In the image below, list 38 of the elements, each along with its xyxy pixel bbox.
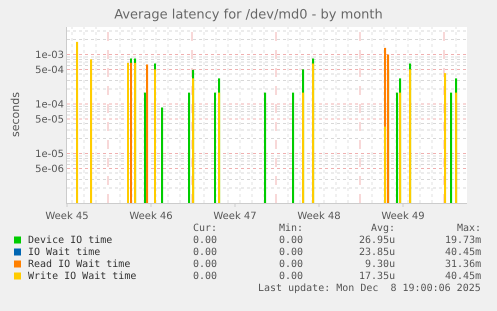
x-tick-label: Week 45 bbox=[45, 211, 89, 222]
legend-label: Read IO Wait time bbox=[28, 259, 130, 270]
y-tick-label: 1e-05 bbox=[35, 149, 64, 160]
text: Avg: bbox=[371, 223, 396, 234]
text: 0.00 bbox=[193, 271, 218, 282]
text: 0.00 bbox=[279, 235, 304, 246]
text: 23.85u bbox=[359, 247, 396, 258]
text: 31.36m bbox=[445, 259, 482, 270]
text: Min: bbox=[279, 223, 304, 234]
x-tick-label: Week 46 bbox=[129, 211, 173, 222]
text: 0.00 bbox=[279, 259, 304, 270]
text: 40.45m bbox=[445, 247, 482, 258]
text: 40.45m bbox=[445, 271, 482, 282]
chart-title: Average latency for /dev/md0 - by month bbox=[114, 8, 383, 23]
y-tick-label: 5e-04 bbox=[35, 64, 64, 76]
text: Max: bbox=[457, 223, 482, 234]
text: 0.00 bbox=[193, 259, 218, 270]
legend-label: Write IO Wait time bbox=[28, 271, 136, 282]
x-tick-label: Week 49 bbox=[381, 211, 425, 222]
x-tick-label: Week 47 bbox=[213, 211, 257, 222]
legend-label: Device IO time bbox=[28, 235, 112, 246]
text: 26.95u bbox=[359, 235, 396, 246]
text: 0.00 bbox=[193, 235, 218, 246]
text: 17.35u bbox=[359, 271, 396, 282]
x-tick-label: Week 48 bbox=[297, 211, 341, 222]
y-tick-label: 5e-05 bbox=[35, 114, 64, 126]
text: 9.30u bbox=[365, 259, 396, 270]
y-tick-label: 1e-03 bbox=[35, 50, 64, 62]
y-axis-title: seconds bbox=[9, 92, 22, 137]
text: Cur: bbox=[193, 223, 218, 234]
y-tick-label: 5e-06 bbox=[35, 164, 64, 175]
text: Last update: Mon Dec 8 19:00:06 2025 bbox=[258, 283, 481, 294]
text: 19.73m bbox=[445, 235, 482, 246]
y-tick-label: 1e-04 bbox=[35, 100, 64, 111]
text: 0.00 bbox=[193, 247, 218, 258]
legend-label: IO Wait time bbox=[28, 247, 100, 258]
text: 0.00 bbox=[279, 271, 304, 282]
text: 0.00 bbox=[279, 247, 304, 258]
